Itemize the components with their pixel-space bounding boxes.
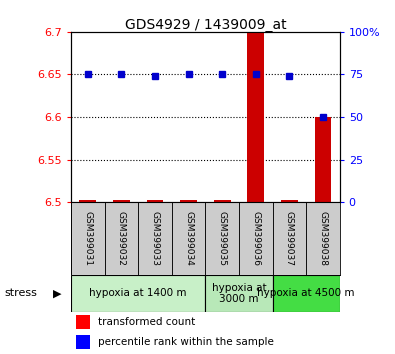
Text: hypoxia at 4500 m: hypoxia at 4500 m <box>258 288 355 298</box>
Bar <box>281 200 298 202</box>
Bar <box>273 202 306 275</box>
Bar <box>77 335 90 349</box>
Text: GSM399033: GSM399033 <box>150 211 160 266</box>
Bar <box>79 200 96 202</box>
Bar <box>113 200 130 202</box>
Text: ▶: ▶ <box>53 288 62 298</box>
Bar <box>71 202 105 275</box>
Text: GSM399036: GSM399036 <box>251 211 260 266</box>
Bar <box>105 202 138 275</box>
Bar <box>239 202 273 275</box>
Bar <box>273 275 340 312</box>
Text: GSM399032: GSM399032 <box>117 211 126 266</box>
Bar <box>205 202 239 275</box>
Text: GSM399038: GSM399038 <box>318 211 327 266</box>
Bar <box>314 117 331 202</box>
Text: GSM399034: GSM399034 <box>184 211 193 266</box>
Bar <box>147 200 164 202</box>
Text: GSM399037: GSM399037 <box>285 211 294 266</box>
Bar <box>205 275 273 312</box>
Title: GDS4929 / 1439009_at: GDS4929 / 1439009_at <box>124 18 286 32</box>
Bar <box>138 202 172 275</box>
Bar <box>247 32 264 202</box>
Text: hypoxia at 1400 m: hypoxia at 1400 m <box>90 288 187 298</box>
Bar <box>180 200 197 202</box>
Text: hypoxia at
3000 m: hypoxia at 3000 m <box>212 282 266 304</box>
Bar <box>71 275 205 312</box>
Text: GSM399031: GSM399031 <box>83 211 92 266</box>
Bar <box>306 202 340 275</box>
Bar <box>172 202 205 275</box>
Text: GSM399035: GSM399035 <box>218 211 227 266</box>
Bar <box>214 200 231 202</box>
Text: transformed count: transformed count <box>98 318 195 327</box>
Text: stress: stress <box>4 288 37 298</box>
Text: percentile rank within the sample: percentile rank within the sample <box>98 337 274 347</box>
Bar <box>77 315 90 329</box>
